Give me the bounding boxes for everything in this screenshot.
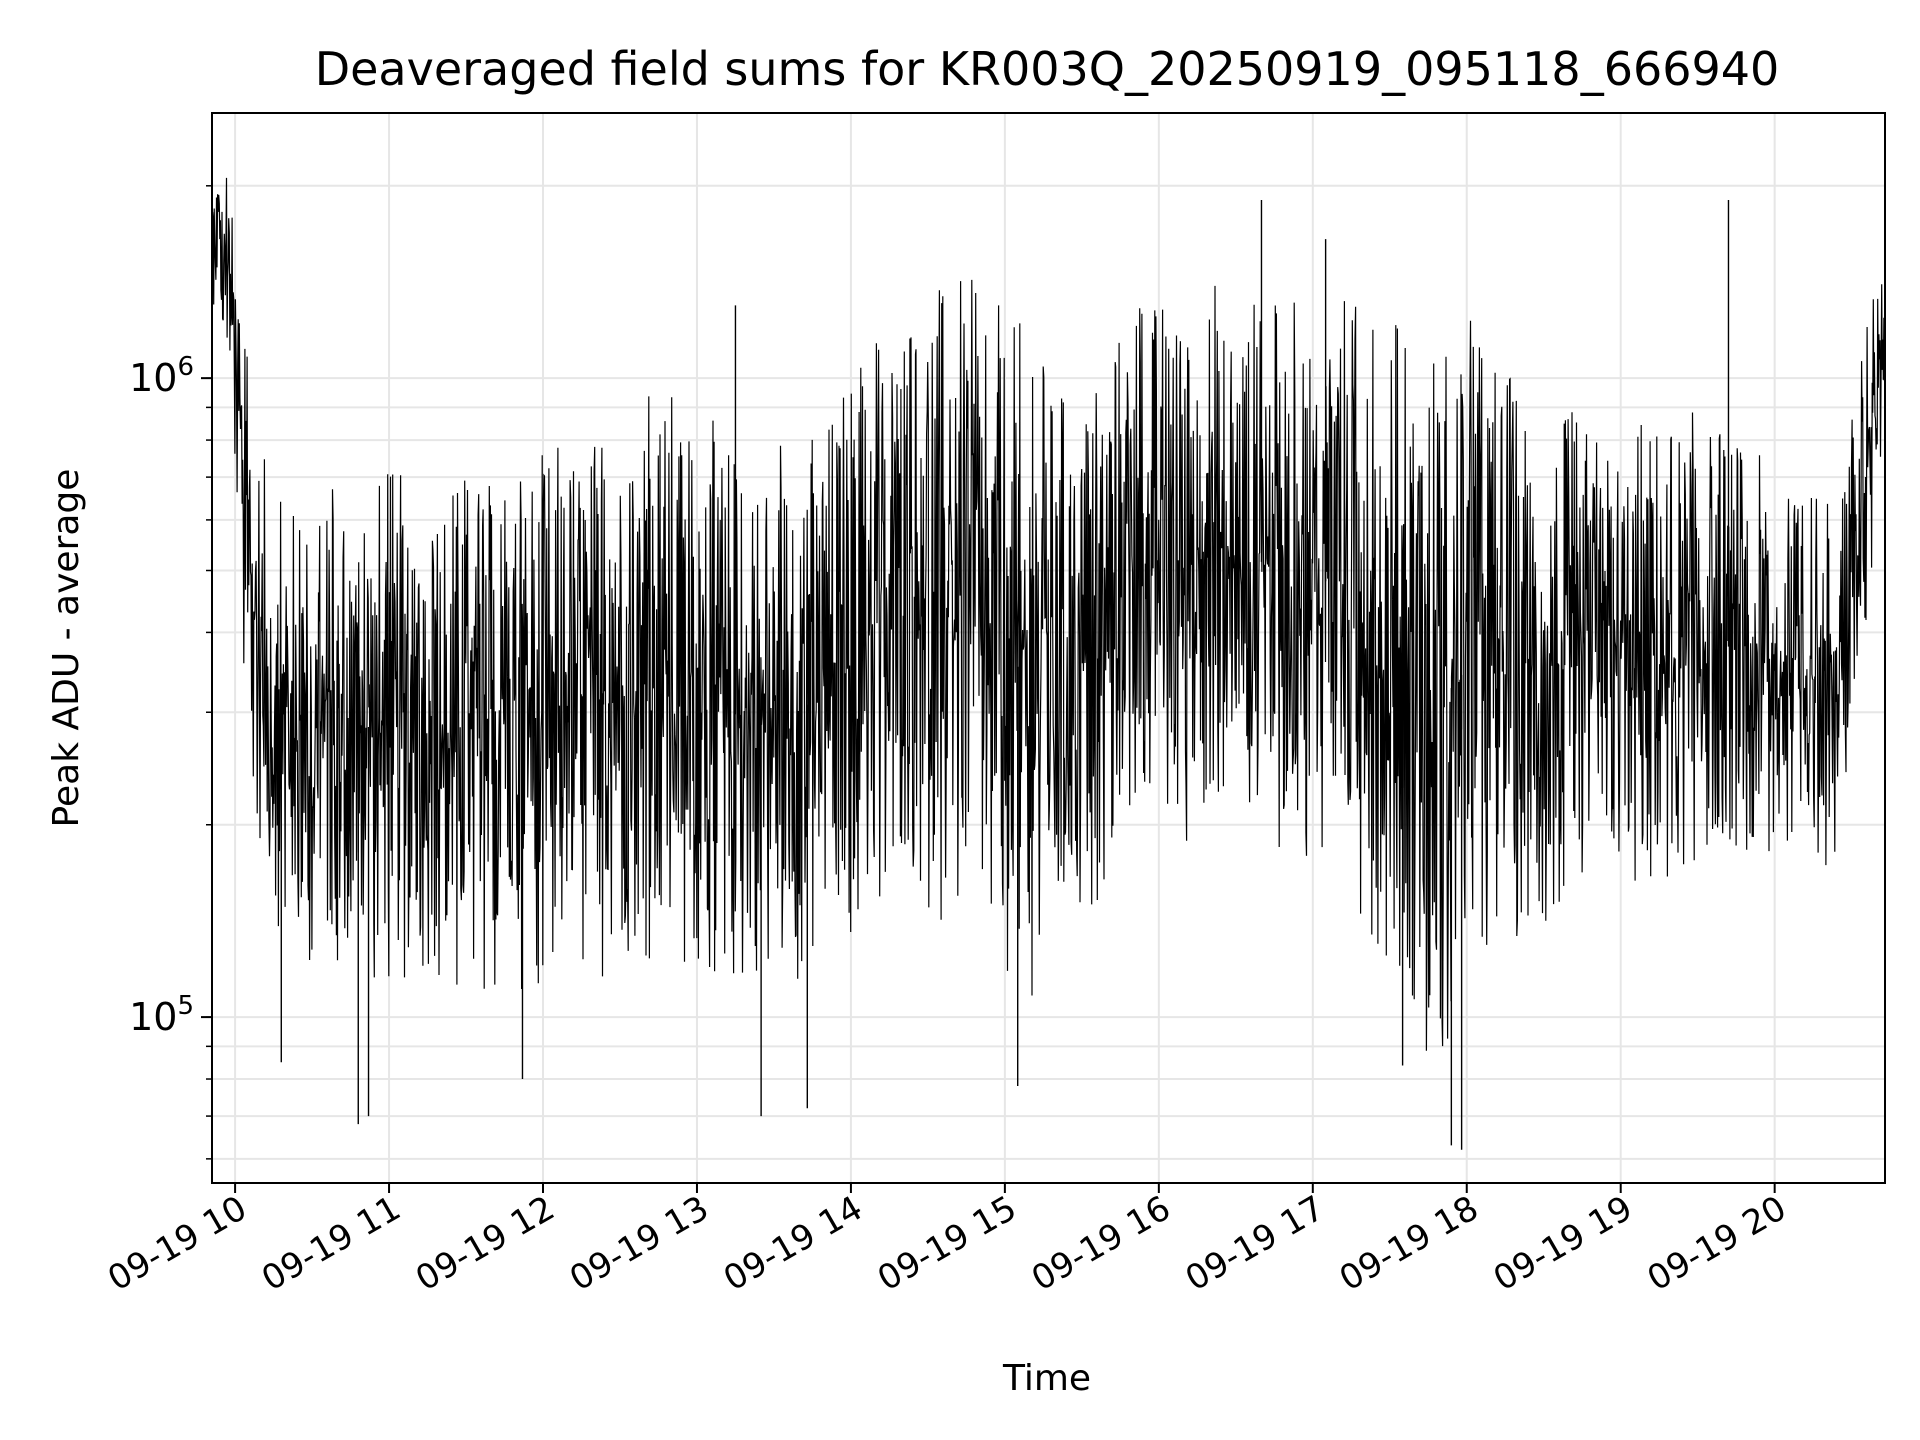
y-tick-label: 105 xyxy=(129,991,194,1039)
chart-title: Deaveraged field sums for KR003Q_2025091… xyxy=(315,42,1780,96)
plot-frame xyxy=(211,112,1886,1184)
y-axis-label: Peak ADU - average xyxy=(46,469,87,828)
x-axis-label: Time xyxy=(1002,1358,1091,1399)
y-tick-label: 106 xyxy=(129,352,194,400)
series-line xyxy=(211,177,1886,1150)
series-path xyxy=(211,177,1886,1051)
y-axis: 105 106 xyxy=(129,185,212,1160)
